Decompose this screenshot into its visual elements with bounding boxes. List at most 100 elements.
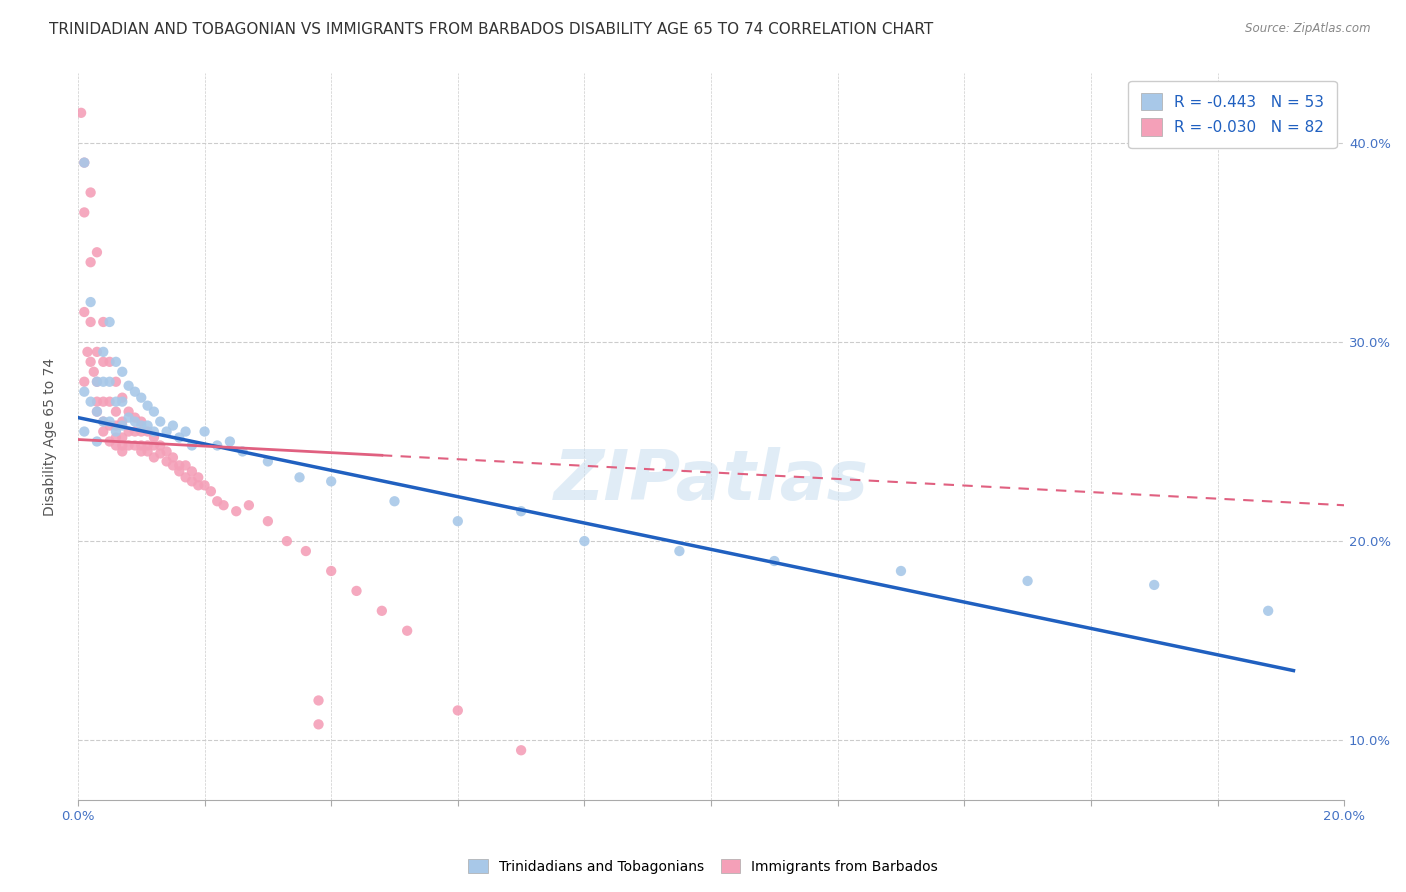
Point xyxy=(149,446,172,460)
Point xyxy=(162,450,184,465)
Point xyxy=(98,415,121,429)
Point xyxy=(111,444,134,458)
Point xyxy=(73,384,96,399)
Point xyxy=(129,415,152,429)
Point xyxy=(219,434,242,449)
Text: TRINIDADIAN AND TOBAGONIAN VS IMMIGRANTS FROM BARBADOS DISABILITY AGE 65 TO 74 C: TRINIDADIAN AND TOBAGONIAN VS IMMIGRANTS… xyxy=(49,22,934,37)
Point xyxy=(167,458,190,473)
Point xyxy=(111,391,134,405)
Point xyxy=(73,155,96,169)
Point xyxy=(124,410,146,425)
Point xyxy=(668,544,690,558)
Point xyxy=(510,504,533,518)
Point xyxy=(180,475,202,489)
Point xyxy=(174,458,197,473)
Point xyxy=(257,514,280,528)
Point xyxy=(117,425,139,439)
Point xyxy=(308,717,330,731)
Point xyxy=(98,355,121,369)
Point xyxy=(86,404,108,418)
Point xyxy=(124,415,146,429)
Point xyxy=(129,438,152,452)
Point xyxy=(98,375,121,389)
Point xyxy=(79,295,101,310)
Point xyxy=(149,438,172,452)
Point xyxy=(371,604,394,618)
Point xyxy=(79,255,101,269)
Point xyxy=(98,394,121,409)
Legend: R = -0.443   N = 53, R = -0.030   N = 82: R = -0.443 N = 53, R = -0.030 N = 82 xyxy=(1129,80,1337,148)
Point xyxy=(86,434,108,449)
Point xyxy=(117,438,139,452)
Point xyxy=(83,365,105,379)
Point xyxy=(574,534,596,549)
Point xyxy=(79,394,101,409)
Point xyxy=(162,458,184,473)
Point xyxy=(129,391,152,405)
Point xyxy=(295,544,318,558)
Point xyxy=(180,464,202,478)
Point xyxy=(86,344,108,359)
Point xyxy=(124,438,146,452)
Point xyxy=(104,430,127,444)
Point xyxy=(73,305,96,319)
Y-axis label: Disability Age 65 to 74: Disability Age 65 to 74 xyxy=(44,358,58,516)
Point xyxy=(136,399,159,413)
Point xyxy=(86,394,108,409)
Point xyxy=(86,245,108,260)
Point xyxy=(142,430,165,444)
Point xyxy=(104,404,127,418)
Text: ZIPatlas: ZIPatlas xyxy=(554,447,869,514)
Point xyxy=(162,418,184,433)
Point xyxy=(104,355,127,369)
Point xyxy=(232,444,254,458)
Point xyxy=(155,454,177,468)
Point xyxy=(149,415,172,429)
Point xyxy=(91,415,114,429)
Point xyxy=(91,425,114,439)
Point xyxy=(207,438,229,452)
Point xyxy=(447,514,470,528)
Point xyxy=(187,478,209,492)
Point xyxy=(117,378,139,392)
Point xyxy=(1143,578,1166,592)
Point xyxy=(155,444,177,458)
Point xyxy=(136,438,159,452)
Point xyxy=(98,315,121,329)
Point xyxy=(91,375,114,389)
Point xyxy=(257,454,280,468)
Point xyxy=(396,624,419,638)
Point xyxy=(174,470,197,484)
Point xyxy=(104,425,127,439)
Point xyxy=(104,375,127,389)
Point xyxy=(111,365,134,379)
Point xyxy=(98,434,121,449)
Point xyxy=(200,484,222,499)
Point xyxy=(207,494,229,508)
Point xyxy=(117,404,139,418)
Point xyxy=(167,430,190,444)
Point xyxy=(763,554,786,568)
Point xyxy=(129,425,152,439)
Point xyxy=(1257,604,1279,618)
Point xyxy=(76,344,98,359)
Point xyxy=(167,464,190,478)
Point xyxy=(187,470,209,484)
Point xyxy=(73,155,96,169)
Point xyxy=(321,475,343,489)
Point xyxy=(73,375,96,389)
Point xyxy=(124,384,146,399)
Point xyxy=(1017,574,1039,588)
Point xyxy=(111,438,134,452)
Point xyxy=(238,498,260,512)
Point xyxy=(73,205,96,219)
Point xyxy=(193,425,215,439)
Point xyxy=(142,438,165,452)
Point xyxy=(129,418,152,433)
Point xyxy=(73,425,96,439)
Point xyxy=(91,355,114,369)
Point xyxy=(70,105,93,120)
Point xyxy=(98,418,121,433)
Point xyxy=(174,425,197,439)
Point xyxy=(111,394,134,409)
